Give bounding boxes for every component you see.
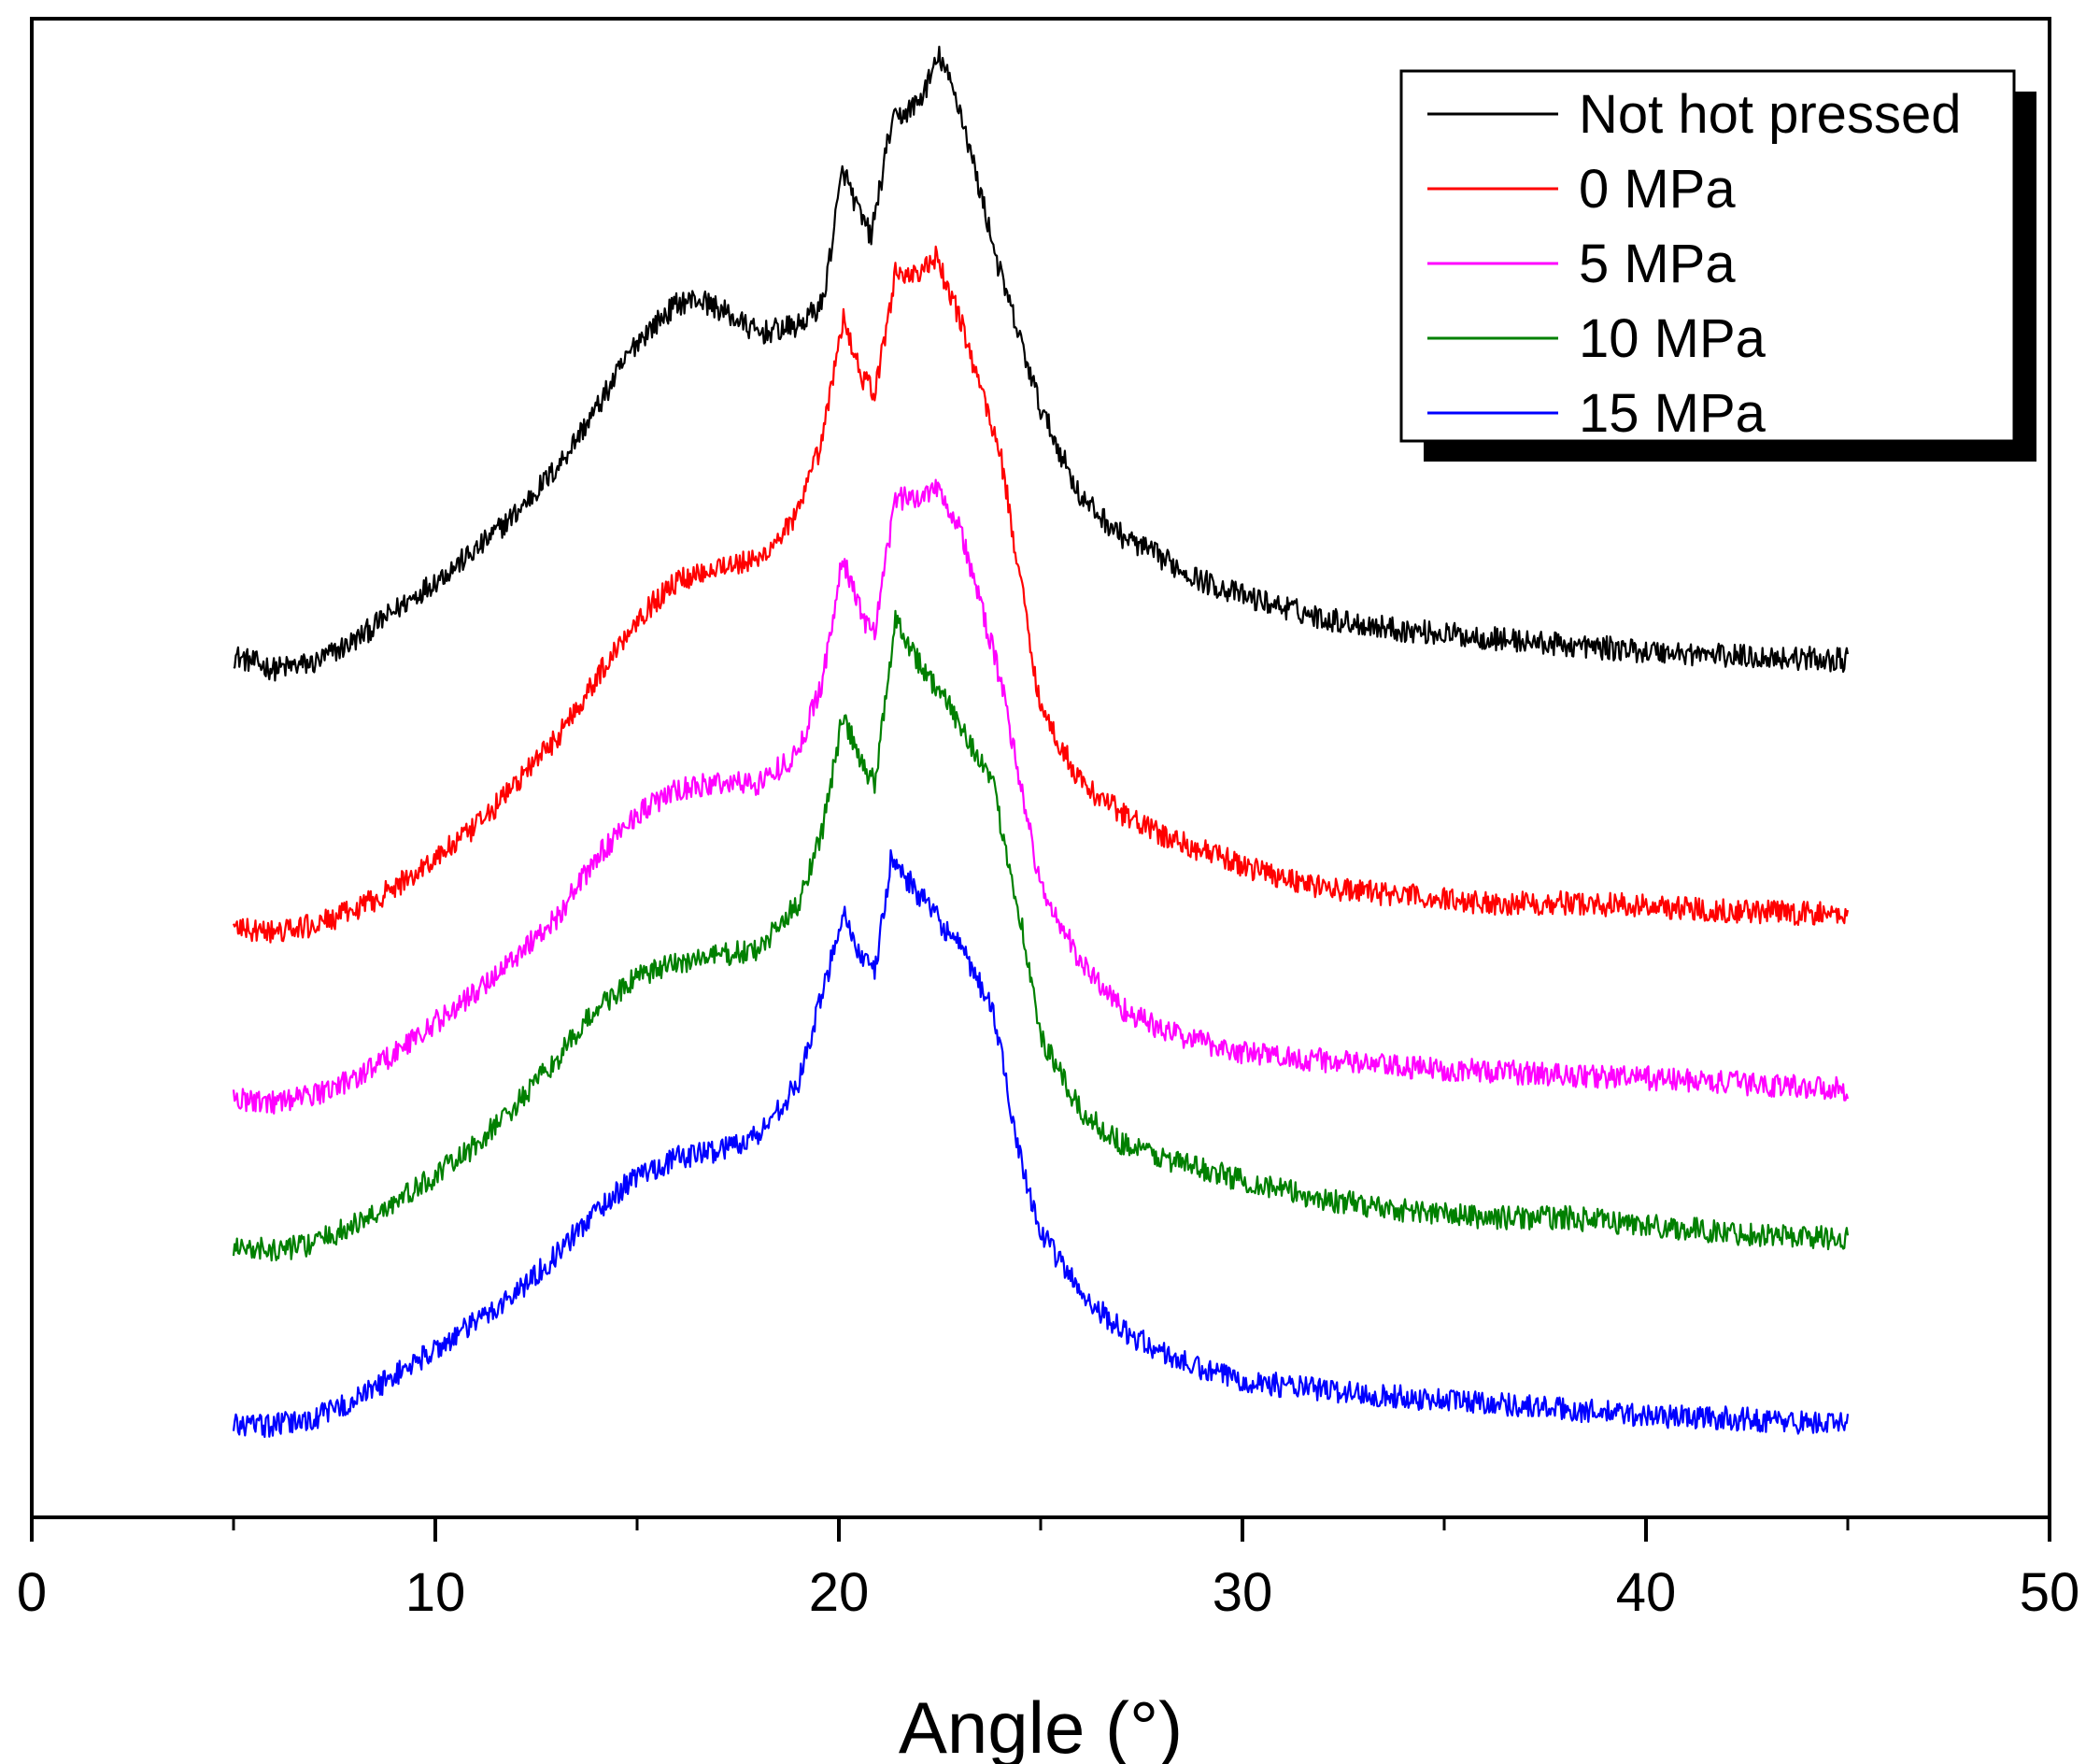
x-tick-label: 0 [17,1562,47,1623]
series-line-3 [232,609,1850,1262]
series-line-4 [232,848,1850,1438]
series-line-2 [232,478,1850,1115]
legend: Not hot pressed 0 MPa 5 MPa 10 MPa 15 MPa [1399,69,2036,462]
x-tick-label: 40 [1616,1562,1677,1623]
legend-label: 10 MPa [1579,308,1767,369]
x-axis-ticks: 0 10 20 30 40 50 [17,1517,2079,1623]
legend-label: 0 MPa [1579,159,1736,220]
legend-label: 15 MPa [1579,383,1767,444]
x-tick-label: 20 [809,1562,870,1623]
legend-items: Not hot pressed 0 MPa 5 MPa 10 MPa 15 MPa [1427,84,1961,444]
x-tick-label: 10 [405,1562,466,1623]
x-tick-label: 30 [1213,1562,1273,1623]
legend-label: Not hot pressed [1579,84,1961,145]
x-axis-title: Angle (°) [899,1686,1183,1764]
legend-box [1399,69,2016,443]
legend-label: 5 MPa [1579,234,1736,294]
series-line-0 [233,45,1850,682]
series-line-1 [232,245,1850,944]
series-layer [232,45,1850,1438]
x-tick-label: 50 [2020,1562,2080,1623]
